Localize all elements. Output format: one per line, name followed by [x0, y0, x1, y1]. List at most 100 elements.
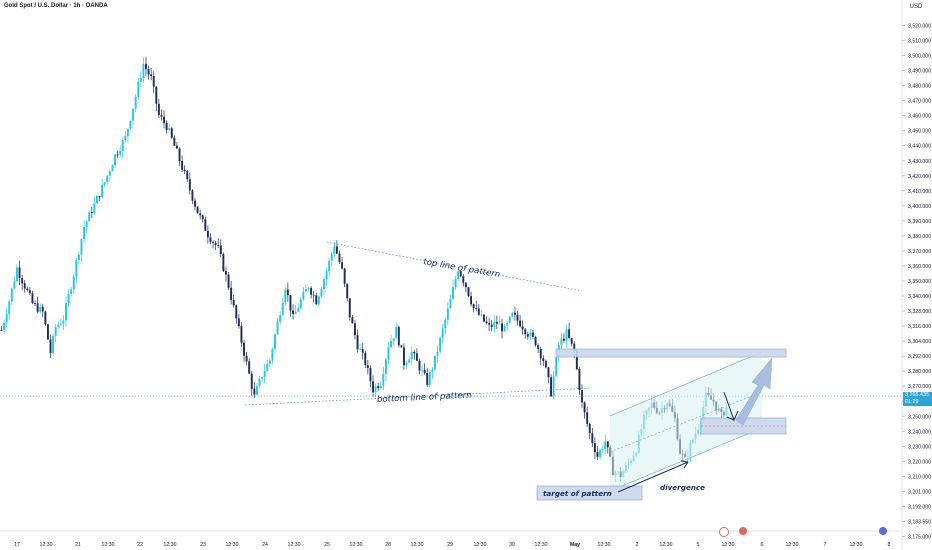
- candle-body: [214, 242, 217, 246]
- candle-body: [121, 140, 124, 152]
- candle-body: [606, 441, 609, 448]
- time-tick-label: 24: [262, 542, 268, 548]
- candle-body: [129, 120, 132, 129]
- candle-body: [165, 123, 168, 130]
- candle-body: [501, 323, 503, 332]
- price-tick-label: 3,201.000: [908, 489, 931, 495]
- candle-body: [10, 288, 13, 302]
- candle-body: [145, 63, 147, 70]
- candle-body: [604, 441, 607, 450]
- candle-body: [170, 128, 173, 138]
- candle-body: [568, 329, 571, 339]
- target-label: target of pattern: [543, 489, 612, 498]
- divergence-arrow-line: [617, 461, 689, 493]
- candle-body: [178, 148, 181, 161]
- candle-body: [108, 171, 111, 176]
- candle-body: [408, 359, 411, 363]
- price-tick-label: 3,240.000: [908, 429, 931, 435]
- candle-body: [232, 299, 235, 306]
- symbol-title[interactable]: Gold Spot / U.S. Dollar · 1h · OANDA: [4, 3, 108, 9]
- candle-body: [470, 296, 473, 305]
- resistance-zone: [555, 348, 787, 358]
- candle-body: [354, 323, 356, 336]
- candle-body: [382, 374, 385, 386]
- candle-body: [222, 254, 225, 271]
- candle-body: [289, 295, 292, 311]
- time-tick-label: 12:30: [786, 542, 799, 548]
- candle-body: [245, 355, 248, 362]
- candle-body: [529, 332, 532, 337]
- candle-body: [403, 347, 405, 366]
- candle-body: [392, 338, 395, 341]
- price-tick-label: 3,304.000: [908, 339, 931, 345]
- candle-body: [583, 402, 586, 413]
- candle-body: [106, 175, 109, 183]
- candle-body: [253, 388, 256, 395]
- dividend-icon[interactable]: [719, 527, 729, 537]
- candle-body: [483, 314, 485, 322]
- candle-body: [359, 349, 362, 350]
- candle-body: [235, 305, 238, 319]
- bottom-line-label: bottom line of pattern: [377, 391, 472, 405]
- candles: [0, 56, 728, 483]
- candle-body: [5, 314, 8, 323]
- time-tick-label: 12:30: [102, 542, 115, 548]
- candle-body: [281, 302, 284, 315]
- candle-body: [209, 237, 212, 242]
- candle-body: [593, 443, 596, 453]
- time-tick-label: 12:30: [350, 542, 363, 548]
- time-tick-label: 30: [509, 542, 515, 548]
- candle-body: [397, 326, 400, 346]
- candle-body: [31, 293, 34, 304]
- candle-body: [364, 352, 367, 366]
- candle-body: [132, 108, 135, 121]
- time-axis[interactable]: 17 12:30 21 12:30 22 12:30 23 12:30 24 12:30 25 12:…: [0, 530, 902, 548]
- candle-body: [191, 190, 194, 201]
- current-price-value: 3,265.435: [905, 392, 929, 398]
- candle-body: [310, 288, 313, 295]
- candle-body: [395, 326, 398, 339]
- flag-icon[interactable]: [879, 527, 887, 535]
- candle-body: [372, 381, 374, 393]
- price-tick-label: 3,510.000: [908, 39, 931, 45]
- time-tick-label: 6: [761, 542, 764, 548]
- price-tick-label: 3,350.000: [908, 279, 931, 285]
- candle-body: [330, 253, 333, 261]
- currency-label[interactable]: USD: [909, 4, 923, 10]
- candle-body: [341, 262, 344, 269]
- channel-top: [609, 351, 763, 417]
- candle-body: [325, 271, 328, 280]
- candle-body: [57, 324, 60, 328]
- price-axis[interactable]: 3,520.000 3,510.000 3,500.000 3,490.000 3,48…: [901, 0, 931, 550]
- candle-body: [449, 298, 452, 309]
- candle-body: [59, 323, 62, 325]
- candle-body: [23, 283, 26, 289]
- candle-body: [452, 287, 454, 299]
- candle-body: [204, 219, 207, 231]
- price-tick-label: 3,450.000: [908, 129, 931, 135]
- candle-body: [379, 385, 382, 389]
- earnings-icon[interactable]: [739, 527, 747, 535]
- candle-body: [261, 376, 264, 379]
- candle-body: [188, 179, 191, 191]
- time-tick-label: 12:30: [474, 542, 487, 548]
- time-tick-label: 12:30: [850, 542, 863, 548]
- candle-body: [134, 96, 137, 109]
- price-tick-label: 3,390.000: [908, 219, 931, 225]
- time-tick-label: 12:30: [288, 542, 301, 548]
- candle-body: [16, 267, 18, 282]
- candle-body: [374, 386, 377, 393]
- candle-body: [477, 308, 480, 315]
- candle-body: [418, 360, 421, 371]
- candle-body: [196, 206, 199, 214]
- channel-fill: [610, 352, 762, 491]
- price-tick-label: 3,280.000: [908, 369, 931, 375]
- candle-body: [387, 347, 390, 360]
- candle-body: [462, 276, 465, 283]
- candle-body: [124, 135, 127, 141]
- price-tick-label: 3,340.000: [908, 294, 931, 300]
- time-tick-label: 12:30: [535, 542, 548, 548]
- candle-body: [139, 78, 142, 82]
- candle-body: [142, 63, 145, 79]
